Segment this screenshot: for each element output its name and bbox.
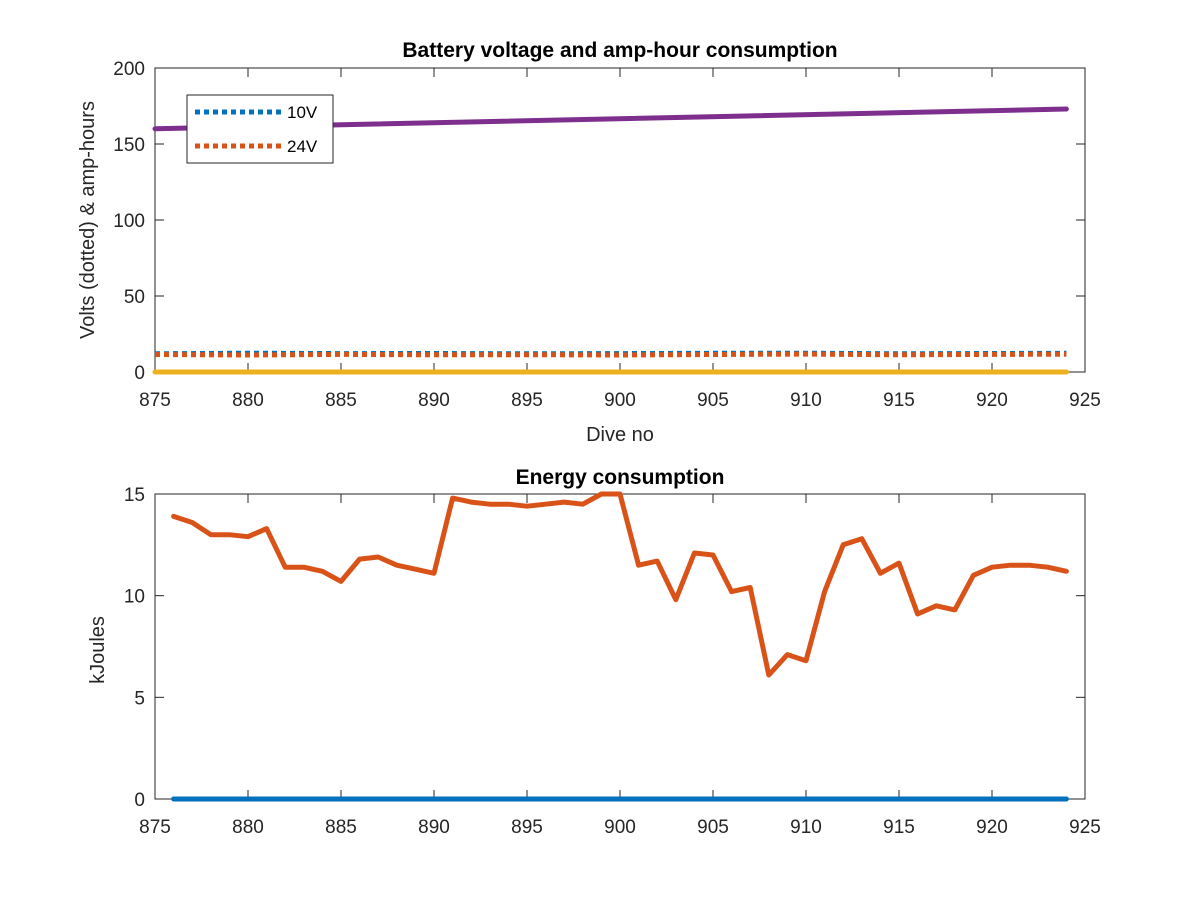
x-tick-label: 915 xyxy=(883,817,915,838)
x-tick-label: 880 xyxy=(232,390,264,411)
plot-area: 875 880 885 890 895 900 905 910 915 920 925 0 5 10 15 xyxy=(124,485,1101,838)
chart-battery: Battery voltage and amp-hour consumption… xyxy=(77,39,1101,446)
x-tick-label: 925 xyxy=(1069,390,1101,411)
chart-title: Battery voltage and amp-hour consumption xyxy=(402,39,837,62)
x-tick-label: 915 xyxy=(883,390,915,411)
y-axis-label: kJoules xyxy=(87,616,109,684)
chart-energy: Energy consumption 875 880 885 890 895 900 905… xyxy=(87,466,1101,838)
plot-area: 875 880 885 890 895 900 905 910 915 920 925 0 50 100 1… xyxy=(113,59,1101,411)
y-tick-label: 5 xyxy=(134,688,145,709)
x-axis-label: Dive no xyxy=(586,424,654,446)
y-tick-label: 150 xyxy=(113,135,145,156)
x-tick-label: 910 xyxy=(790,390,822,411)
y-tick-label: 15 xyxy=(124,485,145,506)
x-tick-label: 900 xyxy=(604,817,636,838)
y-axis-label: Volts (dotted) & amp-hours xyxy=(77,101,99,339)
x-tick-label: 890 xyxy=(418,817,450,838)
x-tick-label: 890 xyxy=(418,390,450,411)
x-tick-label: 920 xyxy=(976,817,1008,838)
y-tick-label: 0 xyxy=(134,790,145,811)
x-tick-label: 885 xyxy=(325,817,357,838)
x-tick-label: 895 xyxy=(511,817,543,838)
y-tick-label: 10 xyxy=(124,587,145,608)
chart-title: Energy consumption xyxy=(516,466,725,489)
series-line-s0 xyxy=(171,491,1069,678)
y-tick-label: 200 xyxy=(113,59,145,80)
y-tick-label: 0 xyxy=(134,363,145,384)
x-tick-label: 895 xyxy=(511,390,543,411)
x-tick-label: 875 xyxy=(139,390,171,411)
x-tick-label: 910 xyxy=(790,817,822,838)
x-tick-label: 885 xyxy=(325,390,357,411)
legend: 10V 24V xyxy=(186,94,334,164)
legend-label-24v: 24V xyxy=(287,137,318,156)
x-tick-label: 920 xyxy=(976,390,1008,411)
y-tick-label: 50 xyxy=(124,287,145,308)
legend-box xyxy=(186,94,334,164)
x-tick-label: 905 xyxy=(697,390,729,411)
y-tick-label: 100 xyxy=(113,211,145,232)
x-tick-label: 900 xyxy=(604,390,636,411)
x-tick-label: 925 xyxy=(1069,817,1101,838)
x-tick-label: 875 xyxy=(139,817,171,838)
series-line-24v xyxy=(154,351,1067,358)
legend-label-10v: 10V xyxy=(287,103,318,122)
x-tick-label: 905 xyxy=(697,817,729,838)
x-tick-label: 880 xyxy=(232,817,264,838)
